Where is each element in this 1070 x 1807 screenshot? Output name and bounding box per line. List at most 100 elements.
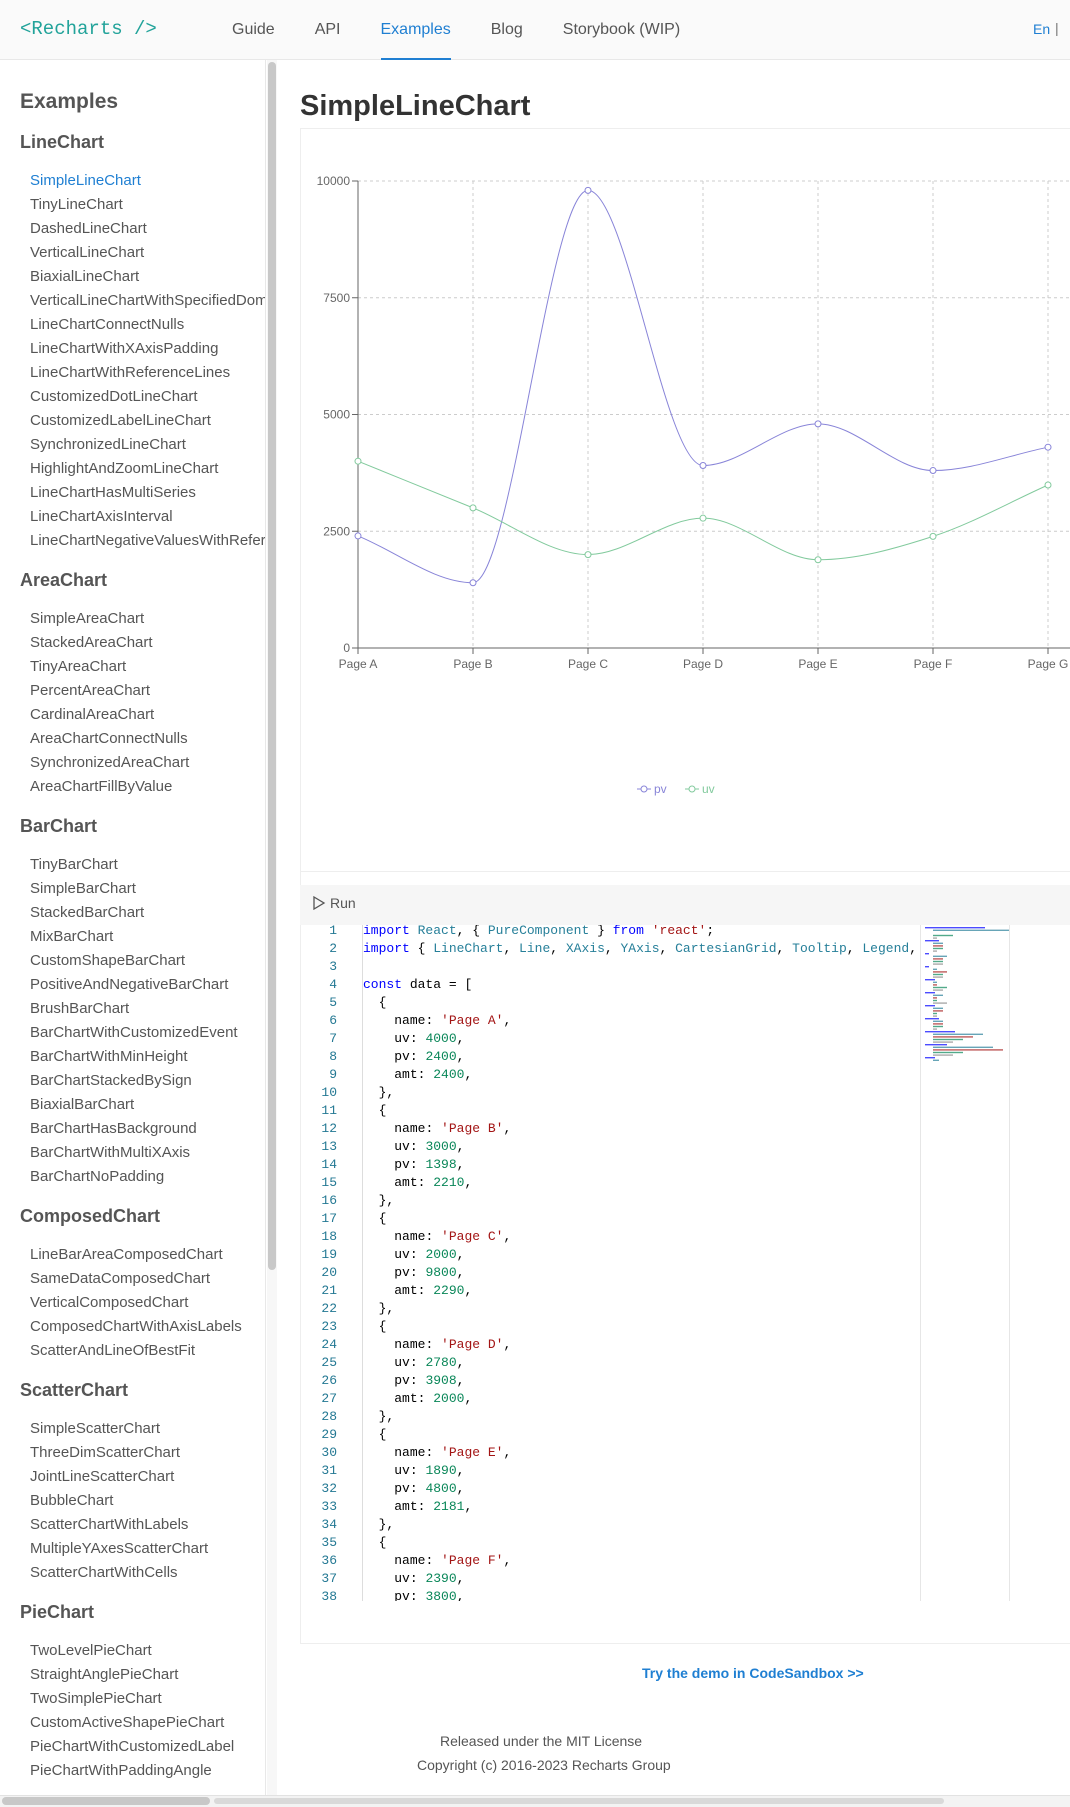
sidebar-item[interactable]: BarChartNoPadding [30, 1168, 165, 1185]
sidebar-item[interactable]: PieChartWithPaddingAngle [30, 1762, 212, 1779]
code-number: 1890 [425, 1463, 457, 1478]
recharts-logo[interactable]: <Recharts /> [20, 18, 157, 40]
code-token: amt [394, 1175, 418, 1190]
horizontal-scrollbar-thumb[interactable] [2, 1797, 210, 1805]
sidebar-item[interactable]: MultipleYAxesScatterChart [30, 1540, 209, 1557]
sidebar-item[interactable]: TinyLineChart [30, 196, 123, 213]
sidebar-item[interactable]: TwoSimplePieChart [30, 1690, 162, 1707]
run-button[interactable]: Run [312, 895, 356, 911]
code-toolbar [300, 885, 1070, 925]
minimap-line [933, 950, 937, 952]
sidebar-item[interactable]: BarChartWithCustomizedEvent [30, 1024, 238, 1041]
minimap-line [933, 1041, 953, 1043]
nav-blog[interactable]: Blog [490, 21, 523, 38]
sidebar-item[interactable]: BubbleChart [30, 1492, 114, 1509]
sidebar-item[interactable]: ThreeDimScatterChart [30, 1444, 181, 1461]
code-token: : [417, 1175, 434, 1190]
sidebar-item[interactable]: PercentAreaChart [30, 682, 151, 699]
sidebar-item[interactable]: LineChartWithXAxisPadding [30, 340, 219, 357]
code-number: 2780 [425, 1355, 457, 1370]
sidebar-item[interactable]: LineChartConnectNulls [30, 316, 185, 333]
sidebar-item[interactable]: SameDataComposedChart [30, 1270, 211, 1287]
sidebar-item[interactable]: TinyAreaChart [30, 658, 127, 675]
code-identifier: CartesianGrid [675, 941, 777, 956]
sidebar-item[interactable]: BarChartWithMultiXAxis [30, 1144, 191, 1161]
sidebar-item[interactable]: HighlightAndZoomLineChart [30, 460, 219, 477]
code-number: 3908 [425, 1373, 457, 1388]
sidebar-item[interactable]: CustomShapeBarChart [30, 952, 186, 969]
sidebar-item[interactable]: AreaChartFillByValue [30, 778, 173, 795]
code-token [363, 1229, 394, 1244]
code-editor[interactable]: 1 import React, { PureComponent } from 'r… [301, 925, 923, 1601]
sidebar-item[interactable]: LineChartWithReferenceLines [30, 364, 231, 381]
sidebar-item[interactable]: PieChartWithCustomizedLabel [30, 1738, 235, 1755]
minimap-line [933, 937, 937, 939]
code-token: , [776, 941, 793, 956]
sidebar-item[interactable]: CustomizedLabelLineChart [30, 412, 211, 429]
sidebar-item[interactable]: SynchronizedLineChart [30, 436, 186, 453]
legend-label-pv: pv [654, 782, 667, 796]
sidebar-item[interactable]: LineChartNegativeValuesWithReferenceLine… [30, 532, 266, 549]
code-text: pv: 1398, [363, 1156, 464, 1174]
sidebar-item[interactable]: SynchronizedAreaChart [30, 754, 190, 771]
sidebar-item[interactable]: SimpleAreaChart [30, 610, 145, 627]
sidebar-item[interactable]: SimpleScatterChart [30, 1420, 161, 1437]
sidebar-item[interactable]: CustomActiveShapePieChart [30, 1714, 225, 1731]
sidebar-item[interactable]: MixBarChart [30, 928, 114, 945]
line-number: 38 [321, 1589, 337, 1601]
codesandbox-link[interactable]: Try the demo in CodeSandbox >> [642, 1665, 864, 1681]
sidebar-scrollbar-thumb[interactable] [268, 62, 276, 1270]
legend-icon-dot [688, 785, 696, 793]
sidebar-item[interactable]: DashedLineChart [30, 220, 147, 237]
minimap-line [933, 1025, 943, 1028]
sidebar-item[interactable]: CustomizedDotLineChart [30, 388, 198, 405]
code-token: { [363, 1103, 387, 1118]
code-token [363, 1553, 394, 1568]
nav-examples[interactable]: Examples [380, 0, 451, 60]
sidebar-title: Examples [20, 90, 119, 113]
sidebar-item[interactable]: ComposedChartWithAxisLabels [30, 1318, 242, 1335]
line-number: 19 [321, 1247, 337, 1262]
sidebar-item[interactable]: VerticalComposedChart [30, 1294, 189, 1311]
sidebar-item[interactable]: SimpleBarChart [30, 880, 136, 897]
sidebar-item[interactable]: VerticalLineChartWithSpecifiedDomain [30, 292, 266, 309]
code-token: pv [394, 1265, 410, 1280]
sidebar-item[interactable]: BarChartHasBackground [30, 1120, 197, 1137]
line-number: 24 [321, 1337, 337, 1352]
sidebar-item[interactable]: ScatterChartWithLabels [30, 1516, 189, 1533]
line-number: 23 [321, 1319, 337, 1334]
sidebar-item[interactable]: StraightAnglePieChart [30, 1666, 179, 1683]
nav-guide[interactable]: Guide [232, 21, 275, 38]
code-token: pv [394, 1481, 410, 1496]
sidebar-item[interactable]: LineChartAxisInterval [30, 508, 173, 525]
sidebar-item[interactable]: StackedBarChart [30, 904, 145, 921]
sidebar-item[interactable]: BarChartWithMinHeight [30, 1048, 188, 1065]
sidebar-item[interactable]: LineBarAreaComposedChart [30, 1246, 223, 1263]
code-token: uv [394, 1571, 410, 1586]
sidebar-item[interactable]: BarChartStackedBySign [30, 1072, 192, 1089]
legend-label-uv: uv [702, 782, 715, 796]
data-point-pv [354, 532, 362, 540]
sidebar-item[interactable]: BiaxialBarChart [30, 1096, 135, 1113]
sidebar-item[interactable]: LineChartHasMultiSeries [30, 484, 196, 501]
language-switch[interactable]: En [1033, 21, 1051, 37]
code-token: , [456, 1157, 465, 1172]
sidebar-item[interactable]: ScatterChartWithCells [30, 1564, 178, 1581]
sidebar-item[interactable]: StackedAreaChart [30, 634, 153, 651]
sidebar-item[interactable]: VerticalLineChart [30, 244, 145, 261]
sidebar-item[interactable]: PositiveAndNegativeBarChart [30, 976, 229, 993]
sidebar-item[interactable]: CardinalAreaChart [30, 706, 155, 723]
code-minimap[interactable] [920, 925, 1010, 1601]
code-token: , [503, 1445, 512, 1460]
sidebar-item[interactable]: TinyBarChart [30, 856, 118, 873]
sidebar-item[interactable]: BiaxialLineChart [30, 268, 140, 285]
minimap-line [933, 989, 943, 991]
sidebar-item[interactable]: SimpleLineChart [30, 172, 141, 189]
nav-api[interactable]: API [314, 21, 341, 38]
nav-storybook[interactable]: Storybook (WIP) [562, 21, 681, 38]
sidebar-item[interactable]: JointLineScatterChart [30, 1468, 175, 1485]
sidebar-item[interactable]: AreaChartConnectNulls [30, 730, 188, 747]
sidebar-item[interactable]: TwoLevelPieChart [30, 1642, 152, 1659]
sidebar-item[interactable]: ScatterAndLineOfBestFit [30, 1342, 196, 1359]
sidebar-item[interactable]: BrushBarChart [30, 1000, 130, 1017]
